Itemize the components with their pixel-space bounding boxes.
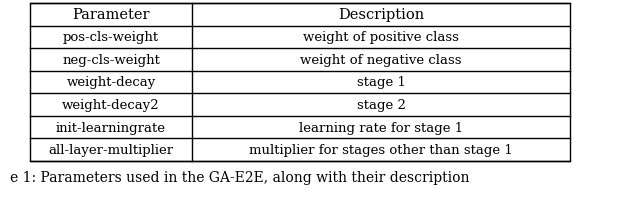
Text: e 1: Parameters used in the GA-E2E, along with their description: e 1: Parameters used in the GA-E2E, alon… [10,170,470,184]
Text: Description: Description [338,8,424,22]
Text: neg-cls-weight: neg-cls-weight [62,54,160,67]
Text: weight of negative class: weight of negative class [300,54,461,67]
Text: stage 1: stage 1 [356,76,405,89]
Text: all-layer-multiplier: all-layer-multiplier [49,143,173,156]
Text: pos-cls-weight: pos-cls-weight [63,31,159,44]
Text: learning rate for stage 1: learning rate for stage 1 [299,121,463,134]
Text: weight of positive class: weight of positive class [303,31,459,44]
Text: weight-decay2: weight-decay2 [62,99,160,112]
Text: init-learningrate: init-learningrate [56,121,166,134]
Text: stage 2: stage 2 [356,99,405,112]
Text: Parameter: Parameter [72,8,150,22]
Text: weight-decay: weight-decay [67,76,156,89]
Text: multiplier for stages other than stage 1: multiplier for stages other than stage 1 [249,143,513,156]
Bar [30,4,570,161]
